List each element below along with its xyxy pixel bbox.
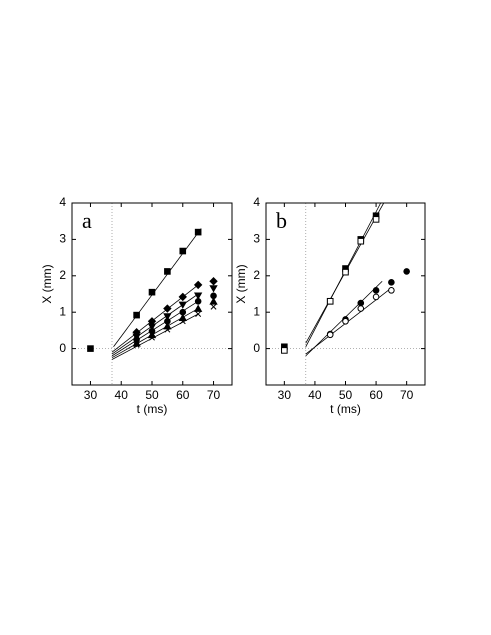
marker xyxy=(194,228,202,236)
x-tick-label: 50 xyxy=(339,388,353,402)
marker xyxy=(357,305,365,312)
marker xyxy=(193,304,203,312)
marker xyxy=(209,297,218,305)
marker xyxy=(163,304,172,313)
x-tick-label: 50 xyxy=(145,388,159,402)
y-tick-label: 0 xyxy=(59,341,66,355)
panel-label: a xyxy=(82,208,92,233)
marker xyxy=(281,347,288,354)
y-tick-label: 0 xyxy=(253,341,260,355)
marker xyxy=(357,237,365,245)
marker xyxy=(372,216,380,223)
marker xyxy=(193,280,203,290)
y-tick-label: 3 xyxy=(59,232,66,246)
marker xyxy=(372,293,380,301)
marker xyxy=(133,311,140,319)
marker xyxy=(194,297,202,305)
x-tick-label: 60 xyxy=(176,388,190,402)
y-axis-label: X (mm) xyxy=(234,264,248,303)
marker xyxy=(164,326,171,333)
marker xyxy=(149,334,155,341)
y-tick-label: 4 xyxy=(59,195,66,209)
marker xyxy=(342,268,349,276)
x-axis-label: t (ms) xyxy=(137,402,168,416)
marker xyxy=(326,297,334,305)
marker xyxy=(403,268,410,275)
y-tick-label: 2 xyxy=(59,268,66,282)
x-tick-label: 30 xyxy=(84,388,98,402)
marker xyxy=(179,247,187,255)
marker xyxy=(388,279,395,286)
x-tick-label: 30 xyxy=(278,388,292,402)
x-tick-label: 70 xyxy=(207,388,221,402)
y-tick-label: 4 xyxy=(253,195,260,209)
marker xyxy=(87,345,94,352)
x-tick-label: 70 xyxy=(400,388,414,402)
x-tick-label: 40 xyxy=(115,388,129,402)
x-tick-label: 40 xyxy=(308,388,322,402)
marker xyxy=(178,301,187,309)
marker xyxy=(147,323,157,331)
marker xyxy=(342,318,349,325)
fit-line xyxy=(111,308,199,359)
marker xyxy=(195,311,202,317)
fit-line xyxy=(111,300,199,357)
marker xyxy=(133,342,140,348)
y-axis-label: X (mm) xyxy=(40,264,54,303)
marker xyxy=(148,288,156,296)
marker xyxy=(164,268,171,275)
marker xyxy=(193,292,203,300)
fit-line xyxy=(113,228,202,348)
marker xyxy=(209,285,218,293)
plot-frame xyxy=(265,202,426,386)
marker xyxy=(209,277,218,286)
marker xyxy=(210,303,217,310)
panel-label: b xyxy=(276,208,287,233)
x-tick-label: 60 xyxy=(369,388,383,402)
y-tick-label: 1 xyxy=(59,304,66,318)
x-axis-label: t (ms) xyxy=(330,402,361,416)
marker xyxy=(163,313,172,321)
y-tick-label: 3 xyxy=(253,232,260,246)
marker xyxy=(388,287,395,294)
marker xyxy=(178,292,187,302)
marker xyxy=(326,331,334,339)
y-tick-label: 1 xyxy=(253,304,260,318)
marker xyxy=(357,299,365,307)
y-tick-label: 2 xyxy=(253,268,260,282)
marker xyxy=(179,318,186,325)
marker xyxy=(372,287,380,294)
